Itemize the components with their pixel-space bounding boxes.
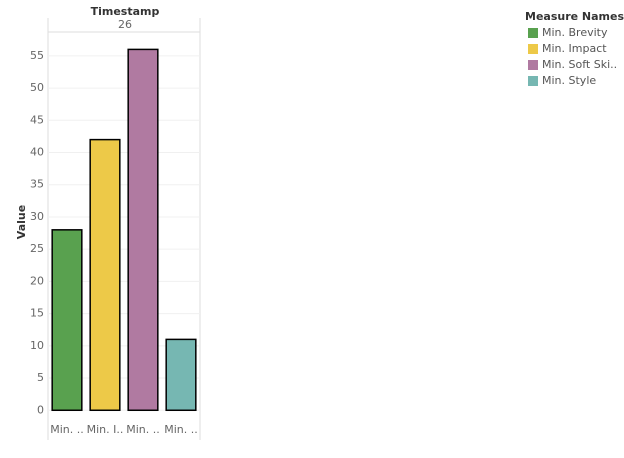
y-tick-label: 15 xyxy=(30,307,44,320)
legend-label: Min. Style xyxy=(542,74,596,87)
y-tick-label: 55 xyxy=(30,49,44,62)
header-title: Timestamp xyxy=(91,5,160,18)
y-tick-label: 5 xyxy=(37,371,44,384)
bar xyxy=(89,138,121,412)
y-axis-label: Value xyxy=(15,205,28,239)
bar xyxy=(127,48,159,412)
bar xyxy=(51,229,83,412)
x-tick-label: Min. .. xyxy=(164,423,198,436)
legend-label: Min. Impact xyxy=(542,42,607,55)
y-tick-label: 10 xyxy=(30,339,44,352)
y-tick-label: 25 xyxy=(30,242,44,255)
y-tick-label: 50 xyxy=(30,81,44,94)
legend-swatch xyxy=(528,44,538,54)
y-tick-label: 45 xyxy=(30,113,44,126)
y-tick-label: 0 xyxy=(37,403,44,416)
legend-label: Min. Soft Ski.. xyxy=(542,58,617,71)
x-tick-label: Min. I.. xyxy=(87,423,124,436)
y-tick-label: 40 xyxy=(30,146,44,159)
y-tick-label: 30 xyxy=(30,210,44,223)
header-value: 26 xyxy=(118,18,132,31)
x-tick-label: Min. .. xyxy=(126,423,160,436)
bar xyxy=(165,338,197,412)
legend-swatch xyxy=(528,76,538,86)
legend-label: Min. Brevity xyxy=(542,26,608,39)
legend-swatch xyxy=(528,60,538,70)
legend-swatch xyxy=(528,28,538,38)
x-tick-label: Min. .. xyxy=(50,423,84,436)
y-tick-label: 20 xyxy=(30,274,44,287)
y-tick-label: 35 xyxy=(30,178,44,191)
legend-title: Measure Names xyxy=(525,10,624,23)
